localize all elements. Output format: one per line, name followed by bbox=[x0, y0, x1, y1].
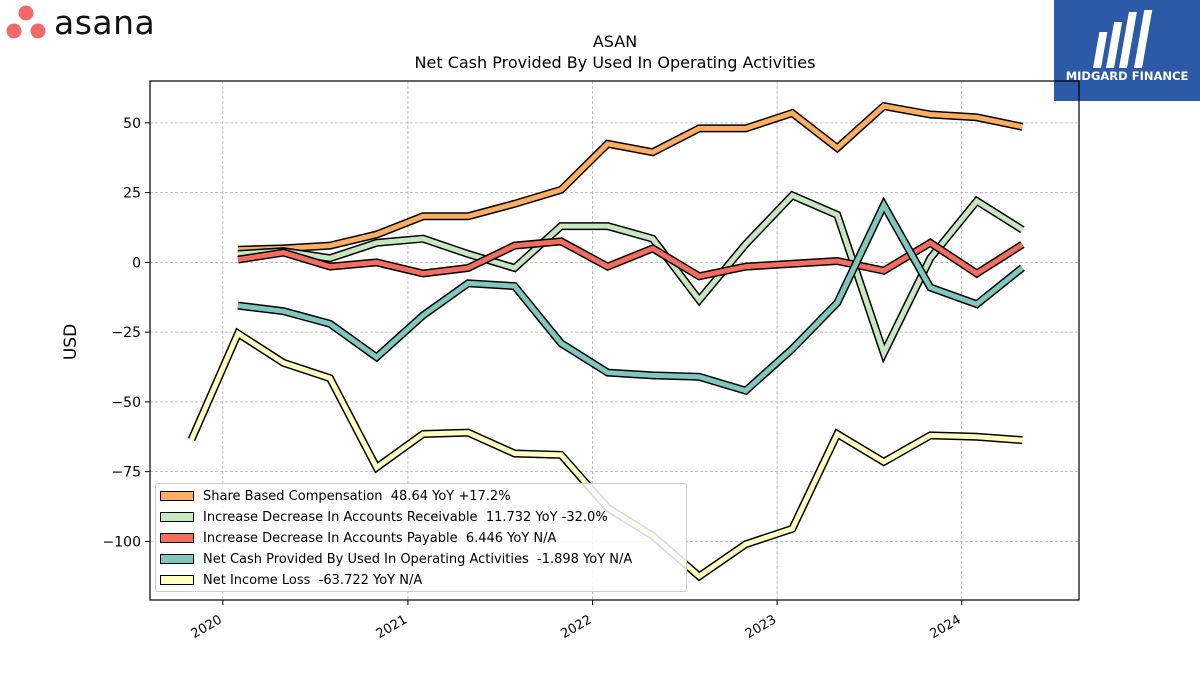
midgard-finance-logo: MIDGARD FINANCE bbox=[1054, 0, 1200, 101]
y-tick-label: 0 bbox=[132, 255, 141, 271]
legend-label: Increase Decrease In Accounts Payable 6.… bbox=[203, 530, 557, 546]
midgard-emblem-icon bbox=[1093, 10, 1153, 68]
series-line-1 bbox=[237, 192, 1024, 360]
legend-swatch bbox=[160, 554, 194, 564]
y-tick-label: 25 bbox=[123, 186, 141, 202]
series-outline-0 bbox=[237, 101, 1024, 254]
legend-label: Share Based Compensation 48.64 YoY +17.2… bbox=[203, 488, 511, 504]
y-axis-label: USD bbox=[61, 324, 81, 360]
y-tick-label: −100 bbox=[103, 534, 141, 550]
legend-swatch bbox=[160, 512, 194, 522]
midgard-finance-wordmark: MIDGARD FINANCE bbox=[1065, 69, 1189, 83]
legend-swatch bbox=[160, 533, 194, 543]
x-tick-label: 2023 bbox=[743, 612, 779, 642]
y-tick-label: −50 bbox=[111, 395, 141, 411]
series-outline-1 bbox=[237, 190, 1025, 364]
series-line-3 bbox=[237, 199, 1024, 394]
y-tick-label: −75 bbox=[111, 465, 141, 481]
chart-subtitle: Net Cash Provided By Used In Operating A… bbox=[415, 53, 816, 72]
y-tick-label: −25 bbox=[111, 325, 141, 341]
chart-legend: Share Based Compensation 48.64 YoY +17.2… bbox=[155, 483, 687, 592]
legend-swatch bbox=[160, 575, 194, 585]
legend-item-accounts-payable: Increase Decrease In Accounts Payable 6.… bbox=[160, 528, 556, 548]
legend-item-net-cash-operating: Net Cash Provided By Used In Operating A… bbox=[160, 549, 632, 569]
legend-label: Increase Decrease In Accounts Receivable… bbox=[203, 509, 608, 525]
x-tick-label: 2024 bbox=[928, 612, 964, 642]
asana-dots-icon bbox=[6, 5, 46, 39]
legend-item-net-income-loss: Net Income Loss -63.722 YoY N/A bbox=[160, 570, 422, 590]
legend-item-accounts-receivable: Increase Decrease In Accounts Receivable… bbox=[160, 507, 608, 527]
legend-label: Net Income Loss -63.722 YoY N/A bbox=[203, 572, 423, 588]
series-line-2 bbox=[237, 238, 1024, 279]
asana-wordmark: asana bbox=[54, 2, 156, 42]
chart-title: ASAN bbox=[593, 32, 637, 51]
legend-item-share-based-compensation: Share Based Compensation 48.64 YoY +17.2… bbox=[160, 486, 511, 506]
legend-swatch bbox=[160, 491, 194, 501]
plot-frame bbox=[149, 80, 1080, 601]
legend-label: Net Cash Provided By Used In Operating A… bbox=[203, 551, 633, 567]
series-line-0 bbox=[237, 103, 1023, 253]
x-tick-label: 2021 bbox=[374, 612, 410, 642]
x-tick-label: 2022 bbox=[558, 612, 594, 642]
y-tick-label: 50 bbox=[123, 116, 141, 132]
asana-logo: asana bbox=[4, 2, 155, 42]
x-tick-label: 2020 bbox=[189, 612, 225, 642]
